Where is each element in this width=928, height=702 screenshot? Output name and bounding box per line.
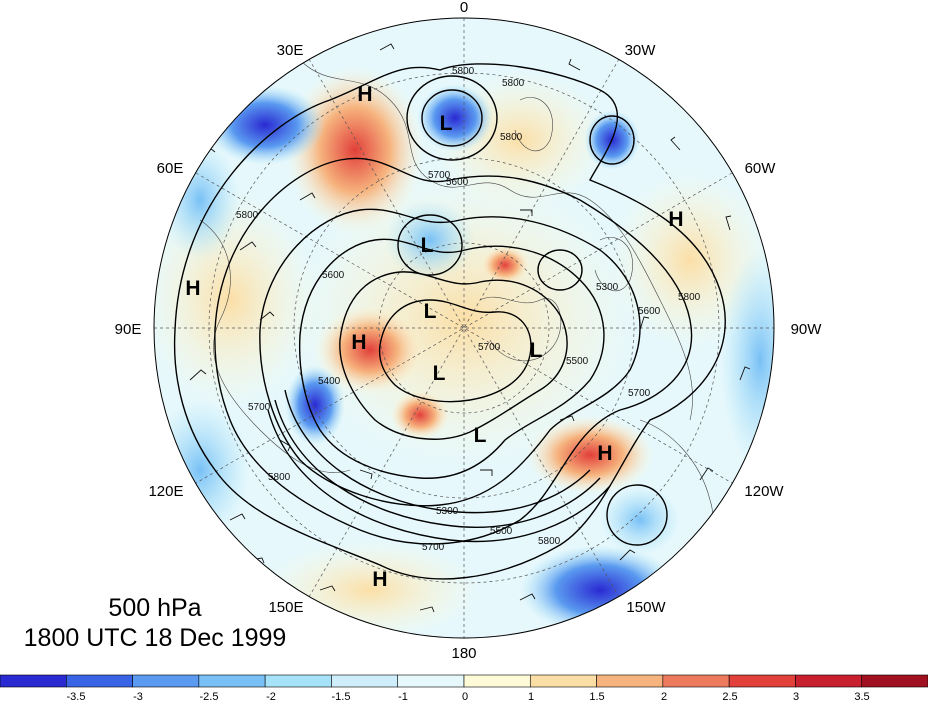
- colorbar-swatch: [596, 674, 664, 688]
- low-center: L: [421, 234, 434, 257]
- colorbar-tick: -2.5: [200, 691, 219, 702]
- colorbar-ticks: -3.5 -3 -2.5 -2 -1.5 -1 0 1 1.5 2 2.5 3 …: [67, 691, 870, 702]
- colorbar-swatch: [795, 674, 863, 688]
- contour-label: 5600: [446, 177, 469, 188]
- lon-label-90w: 90W: [791, 321, 823, 338]
- colorbar-swatch: [198, 674, 266, 688]
- contour-label: 5800: [500, 132, 523, 143]
- colorbar-swatch: [728, 674, 796, 688]
- colorbar-swatch: [529, 674, 597, 688]
- contour-label: 5300: [436, 506, 459, 517]
- contour-label: 5700: [422, 542, 445, 553]
- colorbar-swatch: [331, 674, 399, 688]
- colorbar-tick: 1.5: [589, 691, 604, 702]
- colorbar-swatch: [397, 674, 465, 688]
- colorbar-swatch: [132, 674, 200, 688]
- lon-label-180: 180: [451, 645, 476, 662]
- colorbar-tick: 3.5: [854, 691, 869, 702]
- graticule: [154, 18, 774, 638]
- lon-label-30w: 30W: [625, 42, 657, 59]
- contour-label: 5800: [678, 292, 701, 303]
- contour-label: 5500: [490, 526, 513, 537]
- contour-label: 5600: [638, 306, 661, 317]
- contour-label: 5800: [268, 472, 291, 483]
- valid-time-title: 1800 UTC 18 Dec 1999: [23, 624, 287, 652]
- lon-label-90e: 90E: [115, 321, 142, 338]
- contour-label: 5500: [566, 356, 589, 367]
- contour-label: 5800: [502, 78, 525, 89]
- lon-label-60w: 60W: [745, 160, 777, 177]
- high-center: H: [372, 568, 387, 591]
- lon-label-150w: 150W: [626, 599, 666, 616]
- contour-labels: 5800 5800 5800 5700 5600 5400 5700 5800 …: [236, 66, 701, 553]
- contour-label: 5600: [322, 270, 345, 281]
- lon-label-150e: 150E: [268, 599, 303, 616]
- colorbar-swatch: [463, 674, 531, 688]
- colorbar-swatch: [0, 674, 67, 688]
- colorbar-swatch: [65, 674, 133, 688]
- contour-label: 5400: [318, 376, 341, 387]
- map-disc: [154, 18, 774, 638]
- longitude-labels: 0 30W 60W 90W 120W 150W 180 150E 120E 90…: [115, 0, 823, 662]
- low-center: L: [530, 339, 543, 362]
- lon-label-0: 0: [460, 0, 468, 16]
- lon-label-120e: 120E: [148, 483, 183, 500]
- colorbar-swatch: [861, 674, 928, 688]
- high-center: H: [668, 208, 683, 231]
- low-center: L: [474, 424, 487, 447]
- colorbar-tick: 3: [793, 691, 799, 702]
- high-center: H: [597, 442, 612, 465]
- colorbar-tick: -3: [133, 691, 143, 702]
- low-center: L: [433, 362, 446, 385]
- colorbar-tick: 2.5: [722, 691, 737, 702]
- level-title: 500 hPa: [108, 594, 202, 622]
- colorbar-boxes: [0, 674, 928, 688]
- contour-label: 5800: [538, 536, 561, 547]
- lon-label-60e: 60E: [157, 160, 184, 177]
- colorbar: -3.5 -3 -2.5 -2 -1.5 -1 0 1 1.5 2 2.5 3 …: [0, 674, 928, 702]
- contour-label: 5700: [428, 170, 451, 181]
- contour-label: 5800: [236, 210, 259, 221]
- colorbar-swatch: [662, 674, 730, 688]
- high-center: H: [351, 331, 366, 354]
- contour-label: 5700: [628, 388, 651, 399]
- contour-label: 5800: [452, 66, 475, 77]
- colorbar-swatch: [264, 674, 332, 688]
- colorbar-tick: 2: [661, 691, 667, 702]
- low-center: L: [424, 300, 437, 323]
- high-center: H: [185, 277, 200, 300]
- colorbar-tick: -3.5: [67, 691, 86, 702]
- pressure-centers: H H H H H H L L L L L L: [185, 83, 683, 591]
- polar-stereographic-map: 0 30W 60W 90W 120W 150W 180 150E 120E 90…: [115, 0, 823, 662]
- height-contours: [173, 63, 726, 580]
- low-center: L: [440, 112, 453, 135]
- contour-label: 5700: [248, 402, 271, 413]
- anomaly-shading: [154, 65, 774, 638]
- map-boundary: [153, 17, 775, 639]
- high-center: H: [357, 83, 372, 106]
- colorbar-tick: -2: [266, 691, 276, 702]
- colorbar-tick: 0: [462, 691, 468, 702]
- colorbar-tick: 1: [528, 691, 534, 702]
- colorbar-tick: -1.5: [332, 691, 351, 702]
- lon-label-120w: 120W: [744, 483, 784, 500]
- lon-label-30e: 30E: [277, 42, 304, 59]
- contour-label: 5300: [596, 282, 619, 293]
- colorbar-tick: -1: [398, 691, 408, 702]
- contour-label: 5700: [478, 342, 501, 353]
